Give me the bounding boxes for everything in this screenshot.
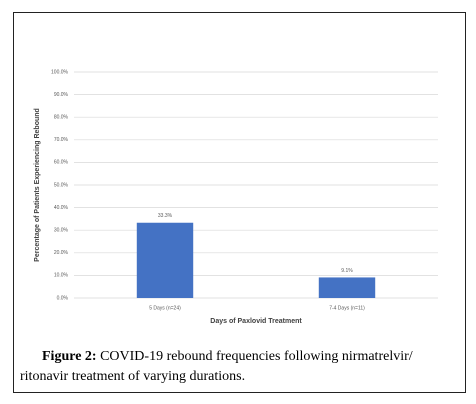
- value-label: 9.1%: [341, 268, 353, 274]
- y-tick-label: 30.0%: [54, 228, 69, 234]
- value-label: 33.3%: [158, 213, 173, 219]
- y-tick-label: 20.0%: [54, 250, 69, 256]
- x-axis-title: Days of Paxlovid Treatment: [210, 318, 302, 325]
- caption-label: Figure 2:: [42, 349, 97, 364]
- figure-border: [13, 12, 466, 393]
- y-tick-label: 60.0%: [54, 160, 69, 166]
- x-tick-label: 7-4 Days (n=11): [329, 305, 365, 311]
- bar: [318, 277, 376, 298]
- y-axis-title: Percentage of Patients Experiencing Rebo…: [34, 108, 41, 262]
- y-tick-label: 0.0%: [57, 295, 69, 301]
- caption-text: COVID-19 rebound frequencies following n…: [100, 349, 413, 364]
- x-tick-label: 5 Days (n=24): [149, 305, 181, 311]
- y-tick-label: 70.0%: [54, 137, 69, 143]
- y-tick-label: 90.0%: [54, 92, 69, 98]
- y-tick-label: 40.0%: [54, 205, 69, 211]
- y-tick-label: 100.0%: [51, 69, 69, 75]
- caption-line: ritonavir treatment of varying durations…: [20, 369, 245, 384]
- caption-line: Figure 2: COVID-19 rebound frequencies f…: [42, 349, 413, 364]
- y-tick-label: 10.0%: [54, 273, 69, 279]
- y-tick-label: 50.0%: [54, 182, 69, 188]
- bar: [136, 222, 194, 298]
- y-tick-label: 80.0%: [54, 115, 69, 121]
